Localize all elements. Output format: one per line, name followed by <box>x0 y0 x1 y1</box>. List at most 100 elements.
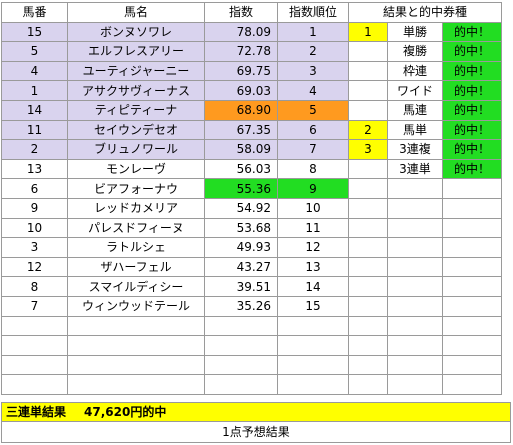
finish-place-cell <box>348 80 388 101</box>
empty-cell <box>387 315 443 337</box>
score-cell: 58.09 <box>204 139 278 160</box>
empty-cell <box>442 315 502 337</box>
empty-cell <box>348 237 388 258</box>
rank-cell: 2 <box>277 41 349 62</box>
bet-type-cell: 3連単 <box>387 158 443 180</box>
bet-type-cell: 3連複 <box>387 139 443 160</box>
empty-cell <box>348 335 388 356</box>
horse-name-cell <box>67 335 205 356</box>
horse-number-cell: 4 <box>1 60 68 82</box>
horse-number-cell: 6 <box>1 178 68 199</box>
empty-cell <box>442 354 502 376</box>
hit-badge: 的中！ <box>442 158 502 180</box>
horse-number-cell: 9 <box>1 197 68 219</box>
horse-name-cell: パレスドフィーヌ <box>67 217 205 239</box>
trifecta-result-banner: 三連単結果 47,620円的中 <box>1 402 511 422</box>
rank-cell: 11 <box>277 217 349 239</box>
table-row: 4 ユーティジャーニー 69.75 3 枠連 的中！ <box>1 60 502 82</box>
horse-name-cell <box>67 374 205 395</box>
rank-cell: 14 <box>277 276 349 297</box>
horse-number-cell <box>1 315 68 337</box>
finish-place-cell <box>348 158 388 180</box>
empty-cell <box>442 217 502 239</box>
hit-badge: 的中！ <box>442 21 502 43</box>
empty-row <box>1 354 502 376</box>
table-row: 13 モンレーヴ 56.03 8 3連単 的中！ <box>1 158 502 180</box>
empty-cell <box>348 256 388 278</box>
horse-name-cell: ラトルシェ <box>67 237 205 258</box>
hit-badge: 的中！ <box>442 41 502 62</box>
horse-name-cell: ティピティーナ <box>67 99 205 121</box>
empty-cell <box>348 374 388 395</box>
horse-number-cell: 15 <box>1 21 68 43</box>
empty-cell <box>442 256 502 278</box>
finish-place-cell: 3 <box>348 139 388 160</box>
empty-row <box>1 335 502 356</box>
prediction-table: 馬番 馬名 指数 指数順位 結果と的中券種 15 ボンヌソワレ 78.09 1 1 単勝 的中！ 5 エル… <box>1 2 502 395</box>
rank-cell: 5 <box>277 99 349 121</box>
rank-cell <box>277 374 349 395</box>
horse-number-cell <box>1 354 68 376</box>
hit-badge: 的中！ <box>442 99 502 121</box>
hit-badge: 的中！ <box>442 80 502 101</box>
empty-cell <box>387 374 443 395</box>
empty-cell <box>348 276 388 297</box>
score-cell: 35.26 <box>204 295 278 317</box>
score-cell: 72.78 <box>204 41 278 62</box>
score-cell <box>204 335 278 356</box>
header-rank: 指数順位 <box>277 2 349 23</box>
rank-cell: 7 <box>277 139 349 160</box>
empty-cell <box>387 178 443 199</box>
horse-number-cell <box>1 374 68 395</box>
table-row: 1 アサクサヴィーナス 69.03 4 ワイド 的中！ <box>1 80 502 101</box>
horse-number-cell: 12 <box>1 256 68 278</box>
horse-number-cell: 3 <box>1 237 68 258</box>
rank-cell: 4 <box>277 80 349 101</box>
score-cell: 78.09 <box>204 21 278 43</box>
score-cell: 53.68 <box>204 217 278 239</box>
empty-cell <box>348 178 388 199</box>
table-row: 12 ザハーフェル 43.27 13 <box>1 256 502 278</box>
empty-cell <box>387 237 443 258</box>
rank-cell: 12 <box>277 237 349 258</box>
horse-number-cell: 5 <box>1 41 68 62</box>
table-row: 6 ビアフォーナウ 55.36 9 <box>1 178 502 199</box>
horse-name-cell: ビアフォーナウ <box>67 178 205 199</box>
empty-cell <box>387 256 443 278</box>
score-cell: 54.92 <box>204 197 278 219</box>
horse-number-cell <box>1 335 68 356</box>
rank-cell: 10 <box>277 197 349 219</box>
header-score: 指数 <box>204 2 278 23</box>
empty-cell <box>348 315 388 337</box>
bet-type-cell: 単勝 <box>387 21 443 43</box>
empty-cell <box>387 335 443 356</box>
score-cell: 69.03 <box>204 80 278 101</box>
rank-cell: 13 <box>277 256 349 278</box>
finish-place-cell <box>348 41 388 62</box>
horse-name-cell: レッドカメリア <box>67 197 205 219</box>
table-row: 15 ボンヌソワレ 78.09 1 1 単勝 的中！ <box>1 21 502 43</box>
empty-cell <box>442 295 502 317</box>
empty-cell <box>387 276 443 297</box>
rank-cell: 8 <box>277 158 349 180</box>
empty-cell <box>442 374 502 395</box>
horse-name-cell: ユーティジャーニー <box>67 60 205 82</box>
empty-cell <box>442 335 502 356</box>
horse-number-cell: 1 <box>1 80 68 101</box>
summary-amount: 47,620円的中 <box>84 405 167 419</box>
rank-cell <box>277 354 349 376</box>
bet-type-cell: 複勝 <box>387 41 443 62</box>
horse-number-cell: 10 <box>1 217 68 239</box>
footer-caption: 1点予想結果 <box>1 422 511 443</box>
rank-cell: 6 <box>277 119 349 141</box>
empty-cell <box>348 295 388 317</box>
horse-number-cell: 2 <box>1 139 68 160</box>
empty-cell <box>442 237 502 258</box>
empty-cell <box>348 197 388 219</box>
empty-cell <box>442 197 502 219</box>
table-row: 5 エルフレスアリー 72.78 2 複勝 的中！ <box>1 41 502 62</box>
horse-number-cell: 14 <box>1 99 68 121</box>
rank-cell: 15 <box>277 295 349 317</box>
score-cell: 39.51 <box>204 276 278 297</box>
empty-cell <box>387 217 443 239</box>
